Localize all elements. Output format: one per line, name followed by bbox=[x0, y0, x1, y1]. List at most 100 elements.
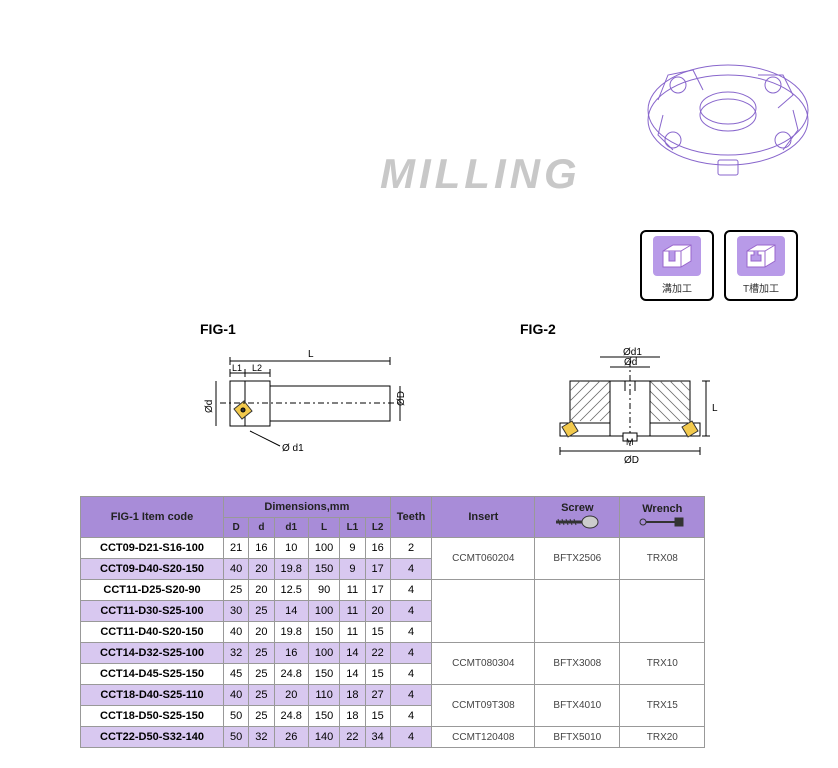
wrench-icon bbox=[637, 515, 687, 529]
cell-L1: 9 bbox=[340, 538, 365, 559]
groove-icon bbox=[653, 236, 701, 276]
cell-L1: 18 bbox=[340, 706, 365, 727]
cell-screw: BFTX4010 bbox=[535, 685, 620, 727]
cell-L2: 15 bbox=[365, 664, 390, 685]
cell-itemcode: CCT14-D45-S25-150 bbox=[81, 664, 224, 685]
cell-teeth: 4 bbox=[390, 643, 432, 664]
cell-L: 150 bbox=[308, 559, 339, 580]
cell-insert: CCMT080304 bbox=[432, 643, 535, 685]
cell-D: 50 bbox=[224, 706, 249, 727]
table-row: CCT22-D50-S32-14050322614022344CCMT12040… bbox=[81, 727, 705, 748]
cell-D: 40 bbox=[224, 685, 249, 706]
cell-insert: CCMT09T308 bbox=[432, 685, 535, 727]
cell-L: 100 bbox=[308, 643, 339, 664]
tslot-icon bbox=[737, 236, 785, 276]
cell-itemcode: CCT18-D40-S25-110 bbox=[81, 685, 224, 706]
cell-wrench: TRX20 bbox=[620, 727, 705, 748]
cell-d: 32 bbox=[249, 727, 274, 748]
col-teeth: Teeth bbox=[390, 497, 432, 538]
cell-d: 20 bbox=[249, 622, 274, 643]
cell-d: 25 bbox=[249, 643, 274, 664]
col-itemcode: FIG-1 Item code bbox=[81, 497, 224, 538]
cell-d: 20 bbox=[249, 559, 274, 580]
cell-L1: 18 bbox=[340, 685, 365, 706]
cell-teeth: 4 bbox=[390, 559, 432, 580]
wrench-label: Wrench bbox=[642, 503, 682, 515]
cell-teeth: 4 bbox=[390, 664, 432, 685]
cell-L1: 11 bbox=[340, 580, 365, 601]
col-insert: Insert bbox=[432, 497, 535, 538]
cell-L2: 17 bbox=[365, 580, 390, 601]
cell-itemcode: CCT09-D21-S16-100 bbox=[81, 538, 224, 559]
cell-d1: 24.8 bbox=[274, 706, 308, 727]
svg-text:L1: L1 bbox=[232, 363, 242, 373]
groove-label: 溝加工 bbox=[646, 280, 708, 295]
cell-itemcode: CCT22-D50-S32-140 bbox=[81, 727, 224, 748]
cell-d1: 16 bbox=[274, 643, 308, 664]
cell-D: 40 bbox=[224, 622, 249, 643]
cell-d1: 10 bbox=[274, 538, 308, 559]
cell-L1: 14 bbox=[340, 643, 365, 664]
cell-insert: CCMT060204 bbox=[432, 538, 535, 580]
cell-teeth: 2 bbox=[390, 538, 432, 559]
fig1-label: FIG-1 bbox=[200, 321, 420, 337]
svg-text:Ød: Ød bbox=[204, 400, 215, 413]
cell-D: 21 bbox=[224, 538, 249, 559]
cell-itemcode: CCT11-D25-S20-90 bbox=[81, 580, 224, 601]
header-area: MILLING bbox=[20, 20, 818, 220]
cell-wrench: TRX10 bbox=[620, 643, 705, 685]
cell-D: 25 bbox=[224, 580, 249, 601]
cell-teeth: 4 bbox=[390, 685, 432, 706]
cell-L: 150 bbox=[308, 706, 339, 727]
subcol-L1: L1 bbox=[340, 518, 365, 538]
cell-L: 100 bbox=[308, 538, 339, 559]
table-row: CCT09-D21-S16-1002116101009162CCMT060204… bbox=[81, 538, 705, 559]
subcol-D: D bbox=[224, 518, 249, 538]
cell-d: 25 bbox=[249, 685, 274, 706]
cell-d1: 24.8 bbox=[274, 664, 308, 685]
cell-itemcode: CCT09-D40-S20-150 bbox=[81, 559, 224, 580]
subcol-d: d bbox=[249, 518, 274, 538]
screw-label: Screw bbox=[561, 502, 593, 514]
tslot-icon-box: T槽加工 bbox=[724, 230, 798, 301]
cell-d: 25 bbox=[249, 601, 274, 622]
cell-itemcode: CCT14-D32-S25-100 bbox=[81, 643, 224, 664]
cell-L2: 15 bbox=[365, 706, 390, 727]
cell-d1: 19.8 bbox=[274, 559, 308, 580]
table-row: CCT18-D40-S25-11040252011018274CCMT09T30… bbox=[81, 685, 705, 706]
cell-teeth: 4 bbox=[390, 580, 432, 601]
cell-L1: 22 bbox=[340, 727, 365, 748]
cell-wrench: TRX08 bbox=[620, 538, 705, 580]
cell-teeth: 4 bbox=[390, 601, 432, 622]
cell-D: 32 bbox=[224, 643, 249, 664]
cell-screw bbox=[535, 580, 620, 643]
cell-d: 25 bbox=[249, 664, 274, 685]
svg-text:Ød: Ød bbox=[624, 357, 637, 368]
cell-L2: 27 bbox=[365, 685, 390, 706]
cell-L1: 11 bbox=[340, 601, 365, 622]
svg-text:Ø d1: Ø d1 bbox=[282, 443, 304, 454]
screw-icon bbox=[552, 514, 602, 530]
fig1-container: FIG-1 L bbox=[200, 321, 420, 476]
cell-screw: BFTX3008 bbox=[535, 643, 620, 685]
cell-teeth: 4 bbox=[390, 622, 432, 643]
cell-d: 16 bbox=[249, 538, 274, 559]
cell-L2: 20 bbox=[365, 601, 390, 622]
cell-L2: 17 bbox=[365, 559, 390, 580]
fig2-label: FIG-2 bbox=[520, 321, 740, 337]
cell-D: 50 bbox=[224, 727, 249, 748]
col-screw: Screw bbox=[535, 497, 620, 538]
cell-L: 100 bbox=[308, 601, 339, 622]
svg-text:ØD: ØD bbox=[396, 391, 407, 406]
col-wrench: Wrench bbox=[620, 497, 705, 538]
cell-screw: BFTX2506 bbox=[535, 538, 620, 580]
cell-wrench: TRX15 bbox=[620, 685, 705, 727]
cell-d1: 14 bbox=[274, 601, 308, 622]
subcol-d1: d1 bbox=[274, 518, 308, 538]
fig2-container: FIG-2 bbox=[520, 321, 740, 476]
cell-D: 45 bbox=[224, 664, 249, 685]
cell-itemcode: CCT18-D50-S25-150 bbox=[81, 706, 224, 727]
col-dimensions: Dimensions,mm bbox=[224, 497, 391, 518]
cell-L: 150 bbox=[308, 622, 339, 643]
svg-text:L2: L2 bbox=[252, 363, 262, 373]
